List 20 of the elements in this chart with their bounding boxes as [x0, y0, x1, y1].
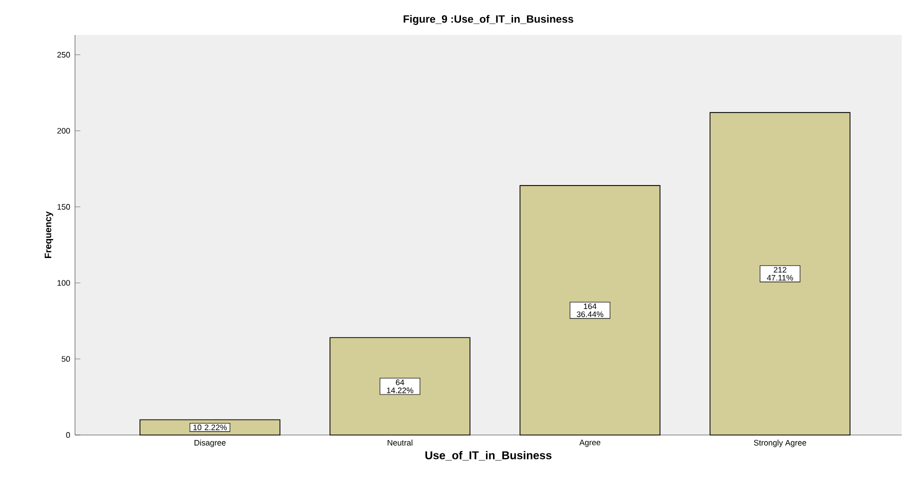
bar — [710, 112, 850, 436]
y-axis-title: Frequency — [44, 211, 54, 258]
data-label: 10 2.22% — [193, 424, 227, 430]
data-label: 212 47.11% — [766, 266, 794, 281]
bar — [520, 185, 660, 436]
y-tick-label: 200 — [57, 128, 70, 134]
y-tick-label: 150 — [58, 204, 70, 210]
bar — [330, 337, 470, 436]
y-tick-label: 100 — [58, 280, 70, 286]
chart-title: Figure_9 :Use_of_IT_in_Business — [404, 14, 574, 25]
data-label: 64 14.22% — [387, 380, 414, 394]
x-tick-label: Disagree — [194, 440, 226, 448]
x-axis-title: Use_of_IT_in_Business — [425, 450, 552, 461]
x-tick-label: Strongly Agree — [754, 440, 806, 448]
x-tick-label: Neutral — [388, 440, 412, 446]
y-tick-label: 50 — [62, 356, 70, 362]
y-tick-label: 250 — [57, 52, 70, 58]
data-label: 164 36.44% — [576, 303, 604, 318]
x-tick-label: Agree — [579, 440, 600, 447]
y-tick-label: 0 — [66, 432, 70, 438]
